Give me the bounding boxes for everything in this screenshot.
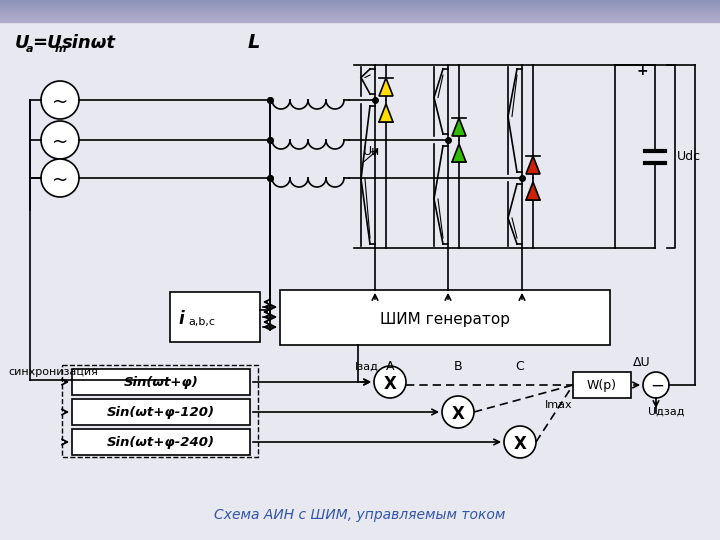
Text: Sin(ωt+φ): Sin(ωt+φ) <box>124 376 199 389</box>
Text: Udc: Udc <box>677 151 701 164</box>
Text: sinωt: sinωt <box>62 34 116 52</box>
Text: ~: ~ <box>52 132 68 152</box>
FancyBboxPatch shape <box>72 399 250 425</box>
Text: Sin(ωt+φ-240): Sin(ωt+φ-240) <box>107 436 215 449</box>
Text: −: − <box>650 377 664 395</box>
Text: i: i <box>178 310 184 328</box>
FancyBboxPatch shape <box>170 292 260 342</box>
Polygon shape <box>526 182 540 200</box>
Text: X: X <box>513 435 526 453</box>
Polygon shape <box>452 144 466 162</box>
Text: B: B <box>454 360 462 373</box>
Text: m: m <box>55 44 67 54</box>
Text: a,b,c: a,b,c <box>188 317 215 327</box>
Text: U: U <box>15 34 30 52</box>
Text: X: X <box>451 405 464 423</box>
FancyBboxPatch shape <box>72 429 250 455</box>
Text: =U: =U <box>32 34 62 52</box>
Text: C: C <box>516 360 524 373</box>
Text: Uдзад: Uдзад <box>648 407 685 417</box>
Text: ШИМ генератор: ШИМ генератор <box>380 312 510 327</box>
Circle shape <box>504 426 536 458</box>
FancyBboxPatch shape <box>280 290 610 345</box>
Text: ~: ~ <box>52 92 68 111</box>
Polygon shape <box>379 78 393 96</box>
Polygon shape <box>379 104 393 122</box>
Text: +: + <box>637 64 649 78</box>
Text: X: X <box>384 375 397 393</box>
Text: L: L <box>248 33 261 52</box>
Circle shape <box>643 372 669 398</box>
Text: Sin(ωt+φ-120): Sin(ωt+φ-120) <box>107 406 215 419</box>
Text: a: a <box>26 44 34 54</box>
Circle shape <box>41 159 79 197</box>
Text: Схема АИН с ШИМ, управляемым током: Схема АИН с ШИМ, управляемым током <box>215 508 505 522</box>
FancyBboxPatch shape <box>573 372 631 398</box>
Text: W(p): W(p) <box>587 380 617 393</box>
Text: Iзад: Iзад <box>355 362 379 372</box>
Text: Imax: Imax <box>545 400 572 410</box>
Circle shape <box>442 396 474 428</box>
Circle shape <box>41 121 79 159</box>
Text: A: A <box>386 360 395 373</box>
Polygon shape <box>452 118 466 136</box>
Text: Uи: Uи <box>363 145 380 158</box>
Text: ΔU: ΔU <box>633 356 651 369</box>
Polygon shape <box>526 156 540 174</box>
FancyBboxPatch shape <box>72 369 250 395</box>
Text: синхронизация: синхронизация <box>8 367 98 377</box>
Circle shape <box>41 81 79 119</box>
Text: ~: ~ <box>52 171 68 190</box>
Circle shape <box>374 366 406 398</box>
